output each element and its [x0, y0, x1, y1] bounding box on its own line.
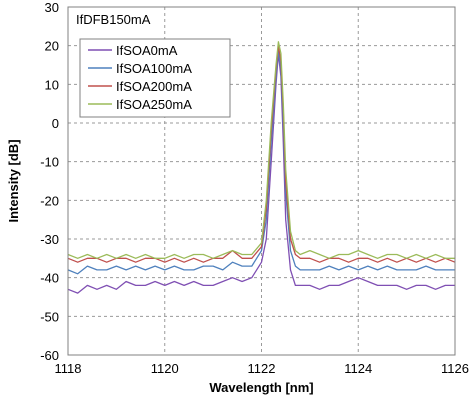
x-tick-label: 1126: [441, 361, 469, 376]
y-tick-label: -50: [40, 309, 59, 324]
legend-label: IfSOA100mA: [116, 61, 192, 76]
y-tick-label: 20: [45, 39, 59, 54]
x-axis-label: Wavelength [nm]: [209, 380, 313, 395]
x-tick-label: 1120: [151, 361, 179, 376]
y-tick-label: 10: [45, 77, 59, 92]
y-axis-label: Intensity [dB]: [6, 139, 21, 222]
chart-annotation: IfDFB150mA: [76, 12, 151, 27]
y-tick-label: -40: [40, 271, 59, 286]
legend-label: IfSOA200mA: [116, 79, 192, 94]
legend-label: IfSOA250mA: [116, 97, 192, 112]
x-tick-label: 1122: [248, 361, 276, 376]
legend: IfSOA0mA IfSOA100mA IfSOA200mA IfSOA250mA: [80, 39, 230, 117]
y-tick-label: 0: [52, 116, 59, 131]
x-tick-label: 1124: [344, 361, 372, 376]
y-tick-label: -30: [40, 232, 59, 247]
y-tick-label: -10: [40, 155, 59, 170]
y-tick-label: -20: [40, 193, 59, 208]
legend-label: IfSOA0mA: [116, 43, 178, 58]
y-tick-label: 30: [45, 0, 59, 15]
x-tick-label: 1118: [55, 361, 82, 376]
